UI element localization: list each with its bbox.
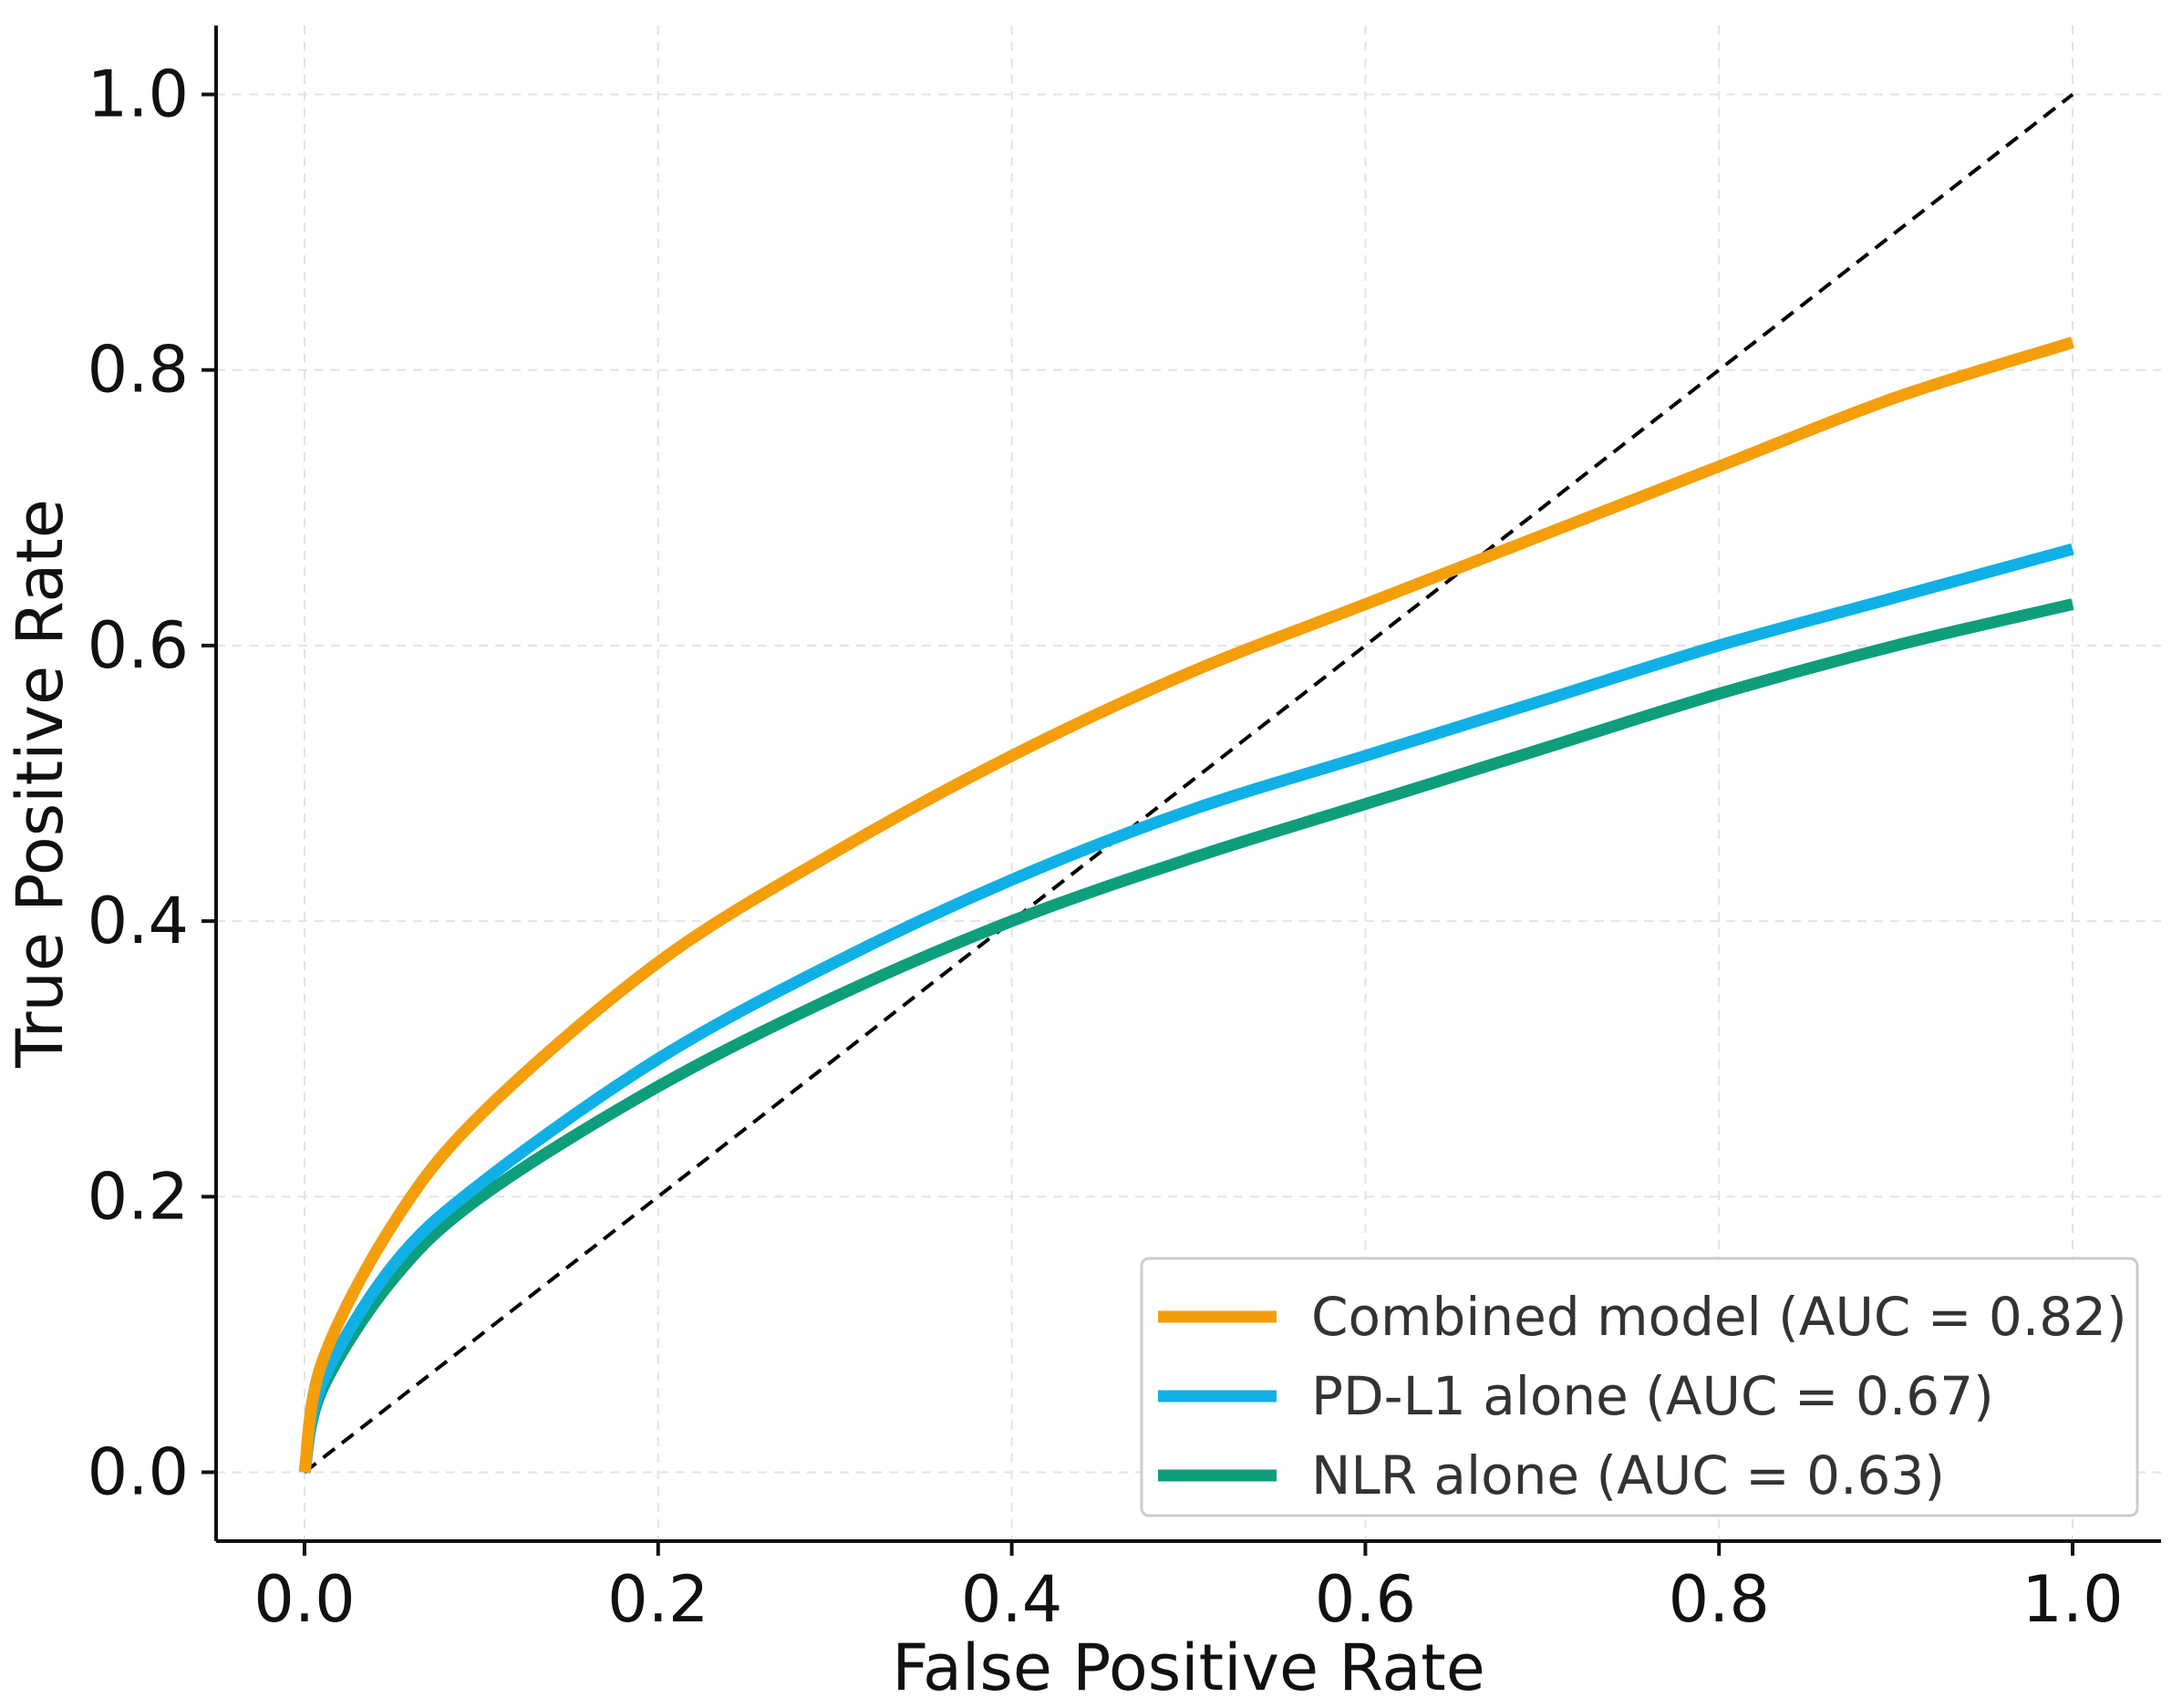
y-tick-label: 0.6 — [88, 608, 189, 683]
y-tick-label: 0.2 — [88, 1159, 189, 1234]
x-tick-label: 0.0 — [253, 1562, 355, 1637]
y-tick-label: 0.0 — [88, 1434, 189, 1509]
x-tick-label: 0.6 — [1315, 1562, 1416, 1637]
series-combined-model-line — [298, 336, 2074, 1474]
plot-area — [298, 92, 2074, 1475]
ticks: 0.0 0.2 0.4 0.6 0.8 1.0 0.0 0.2 0.4 0.6 0.8 1.0 — [88, 57, 2124, 1637]
x-tick-label: 0.4 — [961, 1562, 1062, 1637]
x-tick-label: 0.2 — [607, 1562, 708, 1637]
chance-reference-line — [303, 92, 2074, 1475]
y-axis-title: True Positive Rate — [3, 499, 78, 1069]
y-tick-label: 0.4 — [88, 884, 189, 958]
legend: Combined model (AUC = 0.82) PD-L1 alone (… — [1140, 1257, 2139, 1517]
y-tick-label: 1.0 — [88, 57, 189, 132]
axes — [214, 26, 2161, 1543]
x-axis-title: False Positive Rate — [892, 1630, 1485, 1705]
legend-label: Combined model (AUC = 0.82) — [1311, 1286, 2127, 1348]
x-tick-label: 0.8 — [1669, 1562, 1770, 1637]
series-pd-l1-alone-line — [298, 543, 2074, 1474]
y-tick-label: 0.8 — [88, 333, 189, 408]
legend-box — [1140, 1257, 2139, 1517]
legend-label: PD-L1 alone (AUC = 0.67) — [1311, 1365, 1994, 1427]
series-nlr-alone-line — [298, 598, 2074, 1474]
x-tick-label: 1.0 — [2022, 1562, 2123, 1637]
legend-label: NLR alone (AUC = 0.63) — [1311, 1444, 1945, 1506]
